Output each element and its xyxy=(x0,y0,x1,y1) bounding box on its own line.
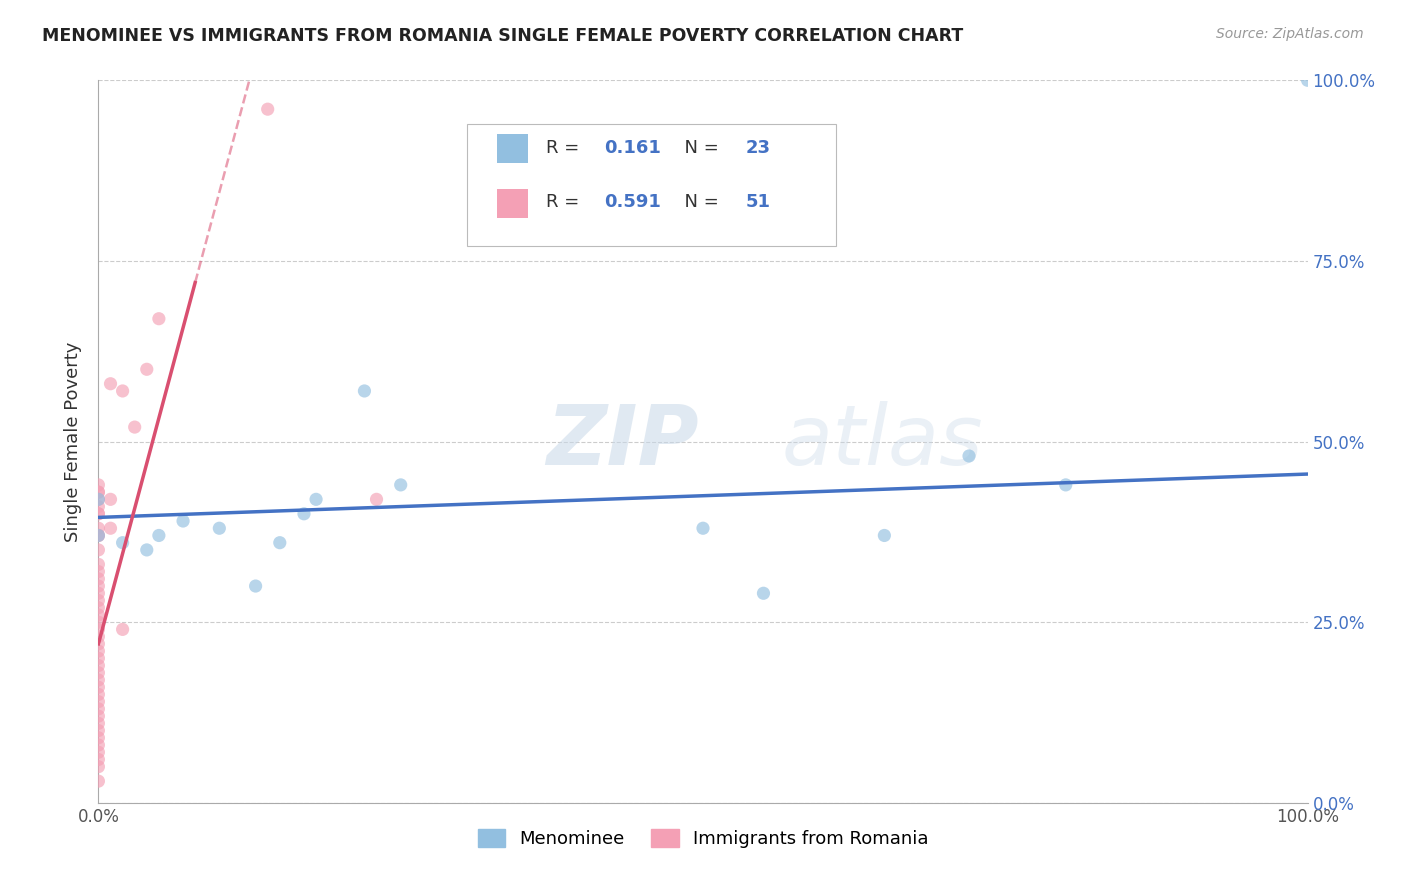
Point xyxy=(1054,478,1077,492)
FancyBboxPatch shape xyxy=(498,188,527,218)
Text: 0.591: 0.591 xyxy=(603,193,661,211)
Point xyxy=(87,586,110,600)
Point xyxy=(124,420,146,434)
Text: N =: N = xyxy=(672,193,724,211)
Point xyxy=(87,507,110,521)
Text: ZIP: ZIP xyxy=(546,401,699,482)
Point xyxy=(87,709,110,723)
Point xyxy=(111,535,134,549)
Point xyxy=(87,752,110,766)
FancyBboxPatch shape xyxy=(498,135,527,163)
Point xyxy=(172,514,194,528)
Point xyxy=(87,623,110,637)
Text: Source: ZipAtlas.com: Source: ZipAtlas.com xyxy=(1216,27,1364,41)
Point xyxy=(87,600,110,615)
Point xyxy=(87,774,110,789)
Text: 23: 23 xyxy=(745,139,770,157)
Point xyxy=(87,695,110,709)
Point xyxy=(87,738,110,752)
Point xyxy=(87,760,110,774)
Point xyxy=(87,731,110,745)
Point xyxy=(111,623,134,637)
Point xyxy=(135,362,157,376)
Point xyxy=(87,637,110,651)
Point xyxy=(87,521,110,535)
Point xyxy=(87,528,110,542)
Point xyxy=(100,492,122,507)
Point xyxy=(87,485,110,500)
Point xyxy=(87,492,110,507)
Point xyxy=(305,492,328,507)
Point xyxy=(87,723,110,738)
Point xyxy=(148,311,170,326)
Point xyxy=(87,615,110,630)
Point xyxy=(87,528,110,542)
Text: 51: 51 xyxy=(745,193,770,211)
Legend: Menominee, Immigrants from Romania: Menominee, Immigrants from Romania xyxy=(471,822,935,855)
Point xyxy=(87,716,110,731)
Point xyxy=(111,384,134,398)
Point xyxy=(135,542,157,557)
Point xyxy=(87,558,110,572)
Point xyxy=(87,593,110,607)
Point xyxy=(957,449,980,463)
Point xyxy=(353,384,375,398)
Point xyxy=(692,521,714,535)
Point xyxy=(87,492,110,507)
Point xyxy=(87,673,110,687)
Point xyxy=(87,607,110,622)
Point xyxy=(87,644,110,658)
Point xyxy=(87,651,110,665)
Point xyxy=(100,521,122,535)
Point xyxy=(87,507,110,521)
Text: N =: N = xyxy=(672,139,724,157)
Point xyxy=(1296,73,1319,87)
Point xyxy=(269,535,291,549)
Point xyxy=(256,102,278,116)
Point xyxy=(87,565,110,579)
Point xyxy=(245,579,267,593)
Point xyxy=(87,572,110,586)
Point xyxy=(87,702,110,716)
Point xyxy=(87,500,110,514)
Point xyxy=(873,528,896,542)
Point xyxy=(87,485,110,500)
Point xyxy=(87,528,110,542)
Point xyxy=(366,492,388,507)
Point xyxy=(87,687,110,701)
Point xyxy=(292,507,315,521)
Point xyxy=(87,542,110,557)
Point xyxy=(87,680,110,694)
Text: 0.161: 0.161 xyxy=(603,139,661,157)
Point xyxy=(148,528,170,542)
Y-axis label: Single Female Poverty: Single Female Poverty xyxy=(65,342,83,541)
Text: MENOMINEE VS IMMIGRANTS FROM ROMANIA SINGLE FEMALE POVERTY CORRELATION CHART: MENOMINEE VS IMMIGRANTS FROM ROMANIA SIN… xyxy=(42,27,963,45)
Point xyxy=(752,586,775,600)
Point xyxy=(87,665,110,680)
Text: R =: R = xyxy=(546,139,585,157)
Point xyxy=(100,376,122,391)
Text: atlas: atlas xyxy=(782,401,983,482)
Text: R =: R = xyxy=(546,193,585,211)
Point xyxy=(87,745,110,759)
FancyBboxPatch shape xyxy=(467,124,837,246)
Point xyxy=(87,478,110,492)
Point xyxy=(87,658,110,673)
Point xyxy=(87,579,110,593)
Point xyxy=(208,521,231,535)
Point xyxy=(87,630,110,644)
Point xyxy=(389,478,412,492)
